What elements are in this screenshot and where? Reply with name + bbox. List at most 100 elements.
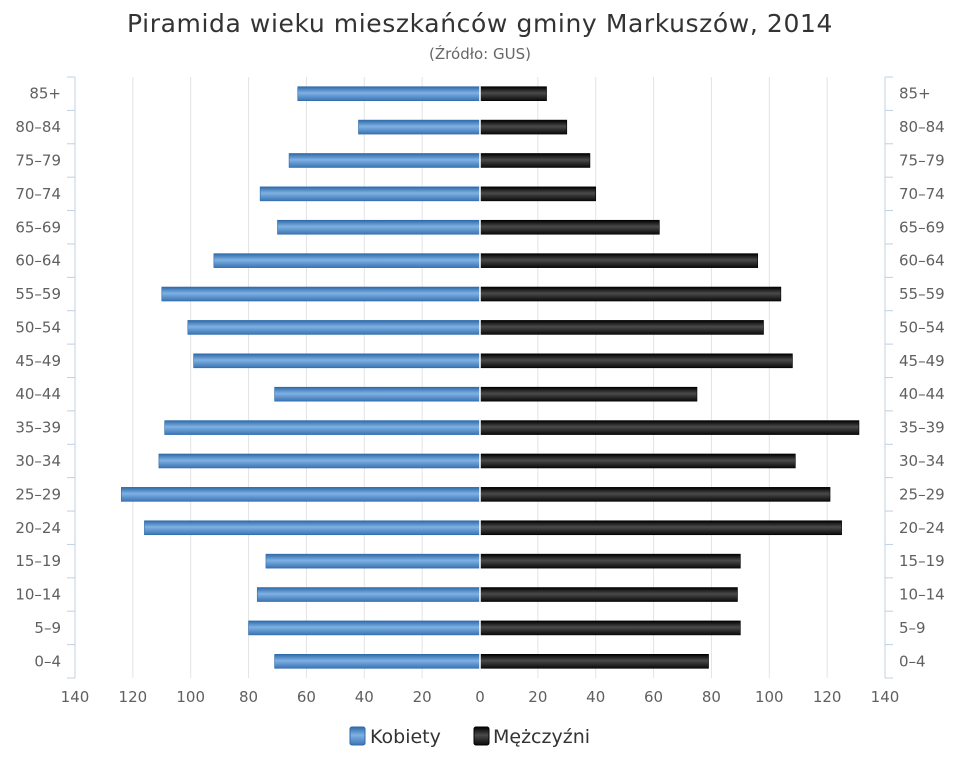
category-label-left: 65–69: [15, 218, 61, 236]
legend-swatch-kobiety: [349, 726, 366, 746]
x-tick-label: 80: [702, 688, 721, 706]
category-label-right: 80–84: [899, 118, 945, 136]
category-label-right: 25–29: [899, 485, 945, 503]
bar-kobiety[interactable]: [158, 453, 481, 469]
chart-title: Piramida wieku mieszkańców gminy Markusz…: [127, 9, 833, 38]
x-tick-label: 80: [239, 688, 258, 706]
category-label-right: 15–19: [899, 552, 945, 570]
x-tick-label: 20: [528, 688, 547, 706]
x-tick-label: 140: [61, 688, 90, 706]
category-label-right: 20–24: [899, 519, 945, 537]
bar-kobiety[interactable]: [297, 86, 481, 101]
category-label-left: 75–79: [15, 151, 61, 169]
bar-mezczyzni[interactable]: [479, 620, 741, 636]
bar-mezczyzni[interactable]: [479, 553, 741, 569]
category-label-left: 60–64: [15, 252, 61, 270]
axis-lines: [67, 76, 893, 679]
category-label-right: 0–4: [899, 652, 926, 670]
x-axis-tick-labels: 140 120 100 80 60 40 20 0 20 40 60 80 100 120 140: [61, 688, 900, 706]
bar-kobiety[interactable]: [265, 553, 481, 569]
category-label-left: 85+: [29, 85, 61, 103]
category-label-left: 10–14: [15, 586, 61, 604]
bar-mezczyzni[interactable]: [479, 420, 860, 435]
bar-kobiety[interactable]: [274, 386, 481, 402]
bar-kobiety[interactable]: [193, 353, 481, 369]
bar-mezczyzni[interactable]: [479, 353, 793, 369]
category-label-left: 35–39: [15, 419, 61, 437]
bar-kobiety[interactable]: [248, 620, 481, 636]
bar-kobiety[interactable]: [144, 520, 481, 536]
bar-kobiety[interactable]: [358, 119, 481, 135]
x-tick-label: 120: [813, 688, 842, 706]
bar-kobiety[interactable]: [164, 420, 481, 435]
bar-kobiety[interactable]: [277, 219, 481, 235]
bar-mezczyzni[interactable]: [479, 219, 660, 235]
category-label-right: 55–59: [899, 285, 945, 303]
bars: [120, 77, 860, 678]
legend-item-mezczyzni[interactable]: Mężczyźni: [473, 726, 590, 748]
bar-kobiety[interactable]: [187, 320, 481, 335]
category-label-right: 35–39: [899, 419, 945, 437]
legend-label-mezczyzni: Mężczyźni: [493, 726, 590, 748]
bar-mezczyzni[interactable]: [479, 320, 764, 335]
bar-kobiety[interactable]: [256, 587, 481, 602]
legend-swatch-mezczyzni: [473, 726, 490, 746]
bar-mezczyzni[interactable]: [479, 153, 591, 168]
category-label-right: 85+: [899, 85, 931, 103]
x-tick-label: 60: [297, 688, 316, 706]
x-tick-label: 100: [176, 688, 205, 706]
bar-mezczyzni[interactable]: [479, 253, 759, 268]
bar-mezczyzni[interactable]: [479, 386, 698, 402]
category-label-right: 5–9: [899, 619, 926, 637]
category-labels-left: 85+ 80–84 75–79 70–74 65–69 60–64 55–59 50–54 45…: [15, 85, 61, 671]
bar-mezczyzni[interactable]: [479, 453, 796, 469]
bar-kobiety[interactable]: [259, 186, 481, 202]
category-label-left: 80–84: [15, 118, 61, 136]
category-label-right: 65–69: [899, 218, 945, 236]
category-label-right: 50–54: [899, 318, 945, 336]
category-label-left: 0–4: [34, 652, 61, 670]
x-tick-label: 40: [355, 688, 374, 706]
chart-subtitle: (Źródło: GUS): [429, 44, 531, 63]
x-tick-label: 140: [871, 688, 900, 706]
bar-kobiety[interactable]: [213, 253, 481, 268]
category-label-right: 75–79: [899, 151, 945, 169]
x-tick-label: 100: [755, 688, 784, 706]
grid-lines: [74, 77, 886, 678]
bar-mezczyzni[interactable]: [479, 186, 597, 202]
bar-mezczyzni[interactable]: [479, 520, 842, 536]
category-label-right: 45–49: [899, 352, 945, 370]
x-tick-label: 20: [413, 688, 432, 706]
legend-label-kobiety: Kobiety: [370, 726, 441, 748]
bar-mezczyzni[interactable]: [479, 119, 568, 135]
legend-item-kobiety[interactable]: Kobiety: [349, 726, 441, 748]
category-label-right: 60–64: [899, 252, 945, 270]
bar-mezczyzni[interactable]: [479, 286, 782, 302]
bar-kobiety[interactable]: [288, 153, 481, 168]
bar-mezczyzni[interactable]: [479, 587, 738, 602]
x-tick-label: 120: [119, 688, 148, 706]
category-label-left: 5–9: [34, 619, 61, 637]
category-label-left: 55–59: [15, 285, 61, 303]
legend: Kobiety Mężczyźni: [349, 726, 590, 748]
x-tick-label: 0: [475, 688, 485, 706]
category-label-left: 30–34: [15, 452, 61, 470]
bar-kobiety[interactable]: [274, 654, 481, 669]
category-label-left: 45–49: [15, 352, 61, 370]
category-label-left: 50–54: [15, 318, 61, 336]
bar-mezczyzni[interactable]: [479, 654, 709, 669]
category-label-left: 40–44: [15, 385, 61, 403]
bar-mezczyzni[interactable]: [479, 487, 831, 502]
category-label-right: 40–44: [899, 385, 945, 403]
x-tick-label: 60: [644, 688, 663, 706]
bar-kobiety[interactable]: [120, 487, 481, 502]
category-label-right: 70–74: [899, 185, 945, 203]
category-labels-right: 85+ 80–84 75–79 70–74 65–69 60–64 55–59 50–54 45…: [899, 85, 945, 671]
category-label-left: 25–29: [15, 485, 61, 503]
bar-mezczyzni[interactable]: [479, 86, 547, 101]
bar-kobiety[interactable]: [161, 286, 481, 302]
category-label-right: 30–34: [899, 452, 945, 470]
category-label-left: 70–74: [15, 185, 61, 203]
category-label-right: 10–14: [899, 586, 945, 604]
